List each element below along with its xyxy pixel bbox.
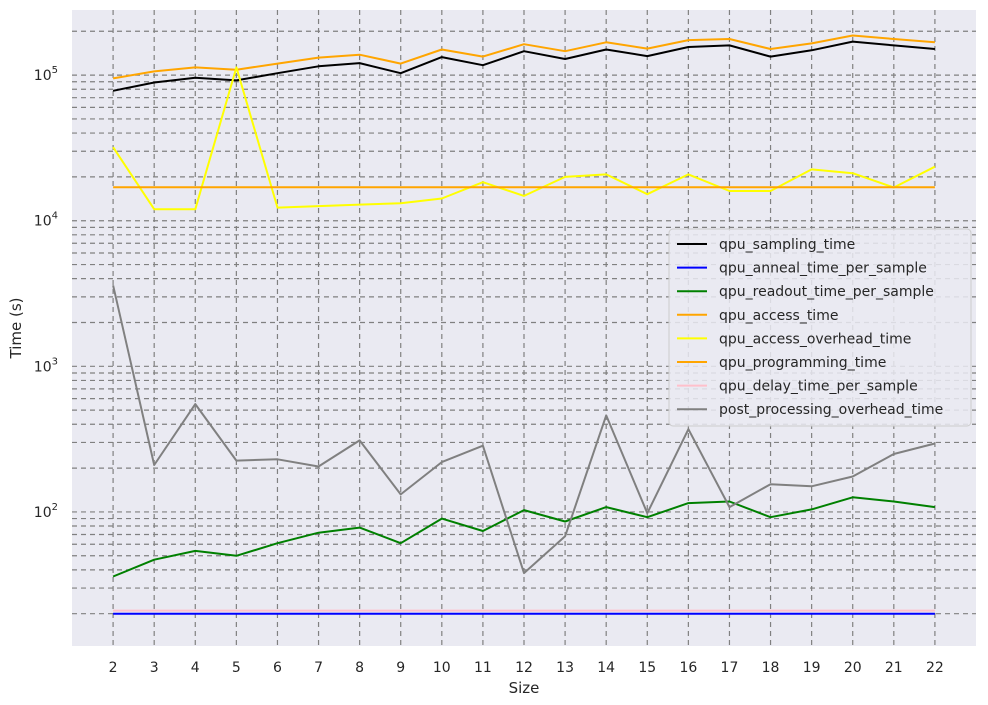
legend: qpu_sampling_time qpu_anneal_time_per_sam…: [668, 228, 972, 427]
y-tick-label: 102: [34, 502, 58, 521]
x-tick-label: 2: [109, 660, 118, 676]
x-tick-label: 12: [515, 660, 533, 676]
y-axis-ticks: 102 103 104 105: [34, 65, 58, 521]
legend-box: [668, 228, 972, 427]
x-tick-label: 20: [844, 660, 862, 676]
x-tick-label: 8: [355, 660, 364, 676]
series-line: [112, 496, 936, 578]
x-axis-title: Size: [509, 679, 540, 697]
y-tick-label: 103: [34, 356, 58, 375]
x-tick-label: 7: [314, 660, 323, 676]
legend-label: qpu_readout_time_per_sample: [719, 284, 934, 300]
y-tick-label: 105: [34, 65, 58, 84]
y-tick-label: 104: [34, 211, 58, 230]
legend-label: qpu_delay_time_per_sample: [719, 379, 918, 395]
series-line: [112, 34, 935, 80]
x-axis-ticks: 2 3 4 5 6 7 8 9 10 11 12 13 14 15 16 17 18 19 20 21 22: [109, 660, 944, 676]
x-tick-label: 19: [803, 660, 821, 676]
x-tick-label: 6: [273, 660, 282, 676]
legend-label: qpu_sampling_time: [719, 237, 855, 253]
x-tick-label: 15: [638, 660, 656, 676]
x-tick-label: 11: [474, 660, 492, 676]
x-tick-label: 5: [232, 660, 241, 676]
series-line: [112, 285, 936, 575]
series-lines: [112, 34, 936, 615]
x-tick-label: 4: [191, 660, 200, 676]
x-tick-label: 10: [433, 660, 451, 676]
x-tick-label: 9: [396, 660, 405, 676]
legend-label: qpu_programming_time: [719, 355, 886, 371]
x-tick-label: 22: [926, 660, 944, 676]
x-tick-label: 3: [150, 660, 159, 676]
x-tick-label: 17: [721, 660, 739, 676]
series-line: [112, 40, 935, 92]
legend-label: qpu_anneal_time_per_sample: [719, 261, 927, 277]
legend-label: qpu_access_time: [719, 308, 838, 324]
x-tick-label: 16: [679, 660, 697, 676]
series-line: [112, 66, 936, 211]
x-tick-label: 13: [556, 660, 574, 676]
legend-label: post_processing_overhead_time: [719, 402, 943, 418]
y-axis-title: Time (s): [7, 298, 25, 360]
x-tick-label: 14: [597, 660, 615, 676]
legend-label: qpu_access_overhead_time: [719, 331, 911, 347]
x-tick-label: 18: [762, 660, 780, 676]
x-tick-label: 21: [885, 660, 903, 676]
